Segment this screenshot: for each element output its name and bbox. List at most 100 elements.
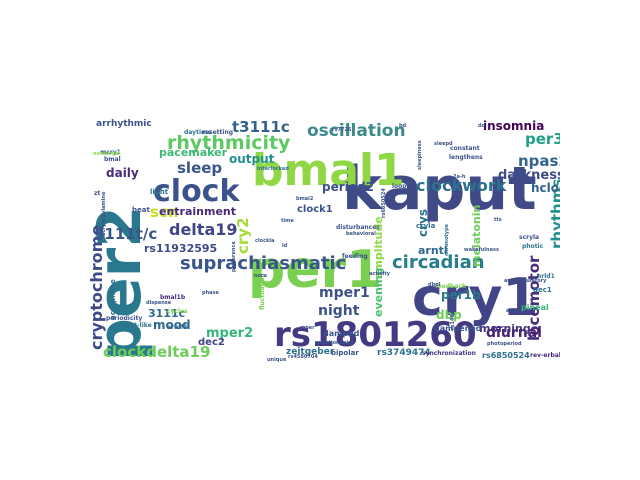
word-feedback: feedback [435,283,467,290]
word-morning: morning [479,322,531,335]
word-photoperiod: photoperiod [487,341,522,347]
word-cloud-panel: kaput per2 per1 cry1 bmal1 rs1801260 clock supr… [80,117,560,362]
word-acrylalkylamine: acrylalkylamine [101,191,107,236]
word-hclock: hclock [531,181,560,195]
word-sleepiness: sleepiness [417,140,423,170]
word-rs1464490: rs1464490 [450,300,456,330]
word-3111c: 3111c [148,307,185,320]
word-zeitgeber: zeitgeber [286,347,335,357]
word-rs3749474: rs3749474 [377,348,431,358]
word-behavioral: behavioral [346,231,376,237]
word-dec2: dec2 [198,337,225,348]
word-lengthens: lengthens [449,154,483,161]
word-3111t-c: 3111t/c [94,225,157,243]
word-insomnia: insomnia [483,119,544,133]
word-daily: daily [106,166,139,180]
word-pacemaker: pacemaker [159,146,228,159]
word-periodicity: periodicity [106,315,142,322]
word-mper: mper [300,325,315,331]
word-per1b: per1b [441,288,481,302]
word-zt: zt [94,190,100,197]
word-diurnal: diurnal [486,325,542,341]
word-amplitude: amplitude [372,216,385,279]
word-daytime: daytime [184,129,211,136]
word-per2: per2 [85,206,155,361]
word-light: light [150,188,169,196]
word-photic: photic [522,243,544,250]
word-acrophase: acrophase [109,279,117,320]
word-nocturnal: nocturnal [93,151,120,157]
word-nrld1: nrld1 [537,273,555,280]
word-oscillation: oscillation [307,121,406,141]
word-bmal2: bmal2 [296,196,314,202]
word-delta19: delta19 [169,220,238,239]
word-ld: ld [282,243,288,249]
word-scryla: scryla [519,234,539,241]
word-bmal1: bmal1 [252,145,405,196]
word-clock: clock [153,174,240,209]
word-activity: activity [369,271,391,277]
word-time: time [281,218,294,224]
word-fluctuation: fluctuation [259,273,266,310]
word-aub: aub [506,308,517,314]
word-nora: nora [254,273,267,279]
word-npas2: npas2 [518,152,560,170]
word-feeding: feeding [342,253,368,260]
word-rev-erbalpha: rev-erbalpha [530,352,560,359]
word-clockdelta19: clockdelta19 [103,343,210,361]
word-arnt-like: arnt-like [123,322,152,329]
word-rs6850524: rs6850524 [381,188,387,218]
word-sleep: sleep [177,159,222,177]
word-cry1: cry1 [412,268,539,328]
word-arntl: arntl [418,244,448,257]
word-period2: period2 [322,180,374,194]
word-phase: phase [202,290,219,296]
word-dec1: dec1 [533,286,552,294]
word-damped: damped [323,329,360,338]
word-mood: mood [153,318,191,332]
word-dbp: dbp [436,308,462,322]
word-dd: dd [478,123,486,129]
word-evening: evening [372,268,385,317]
word-loops: loops [392,183,411,190]
word-resetting: resetting [202,129,233,136]
word-clockwork: clockwork [416,176,507,195]
word-constant: constant [450,145,480,152]
word-output: output [229,152,275,166]
word-per1: per1 [248,240,382,300]
word-dbpl: dbpl [428,282,441,288]
word-suprachiasmatic: suprachiasmatic [180,253,346,274]
word-interlocked: interlocked [257,166,289,172]
word-cry2: cry2 [234,217,252,254]
word-rs1801260: rs1801260 [274,315,477,355]
word-cryptochrome: cryptochrome [87,225,106,350]
word-hd: hd [399,123,407,129]
word-tts: tts [494,217,502,223]
word-arrhythmic: arrhythmic [96,119,152,129]
word-questionnaire: questionnaire [315,340,355,346]
word-rs11932595: rs11932595 [144,242,217,255]
word-darkness: darkness [498,168,560,183]
word-pineal: pineal [521,303,549,312]
word-dampened: dampened [434,324,482,333]
word-bmal1b: bmal1b [160,294,186,301]
word-beat: beat [132,206,150,214]
word-cryla: cryla [416,222,436,230]
word-sleepd: sleepd [434,141,453,147]
word-cycles: cycles [167,308,188,315]
word-disturbances: disturbances [336,224,380,231]
word-rs4580704: rs4580704 [288,354,318,360]
word-crys: crys [416,209,430,237]
word-kaput: kaput [342,154,537,224]
word-clockla: clockla [255,238,275,244]
word-autoregulatory: autoregulatory [504,278,547,284]
word-mper2: mper2 [206,326,253,341]
word-rhythms: rhythms [548,179,560,249]
word-preference: preference [231,241,237,272]
word-rs7726: rs7726 [332,127,352,133]
word-rhythmicity: rhythmicity [167,132,291,154]
word-mper1: mper1 [319,285,370,301]
word-wakefulness: wakefulness [464,247,499,253]
word-locomotor: locomotor [525,255,543,341]
word-scn: scn [150,203,179,221]
